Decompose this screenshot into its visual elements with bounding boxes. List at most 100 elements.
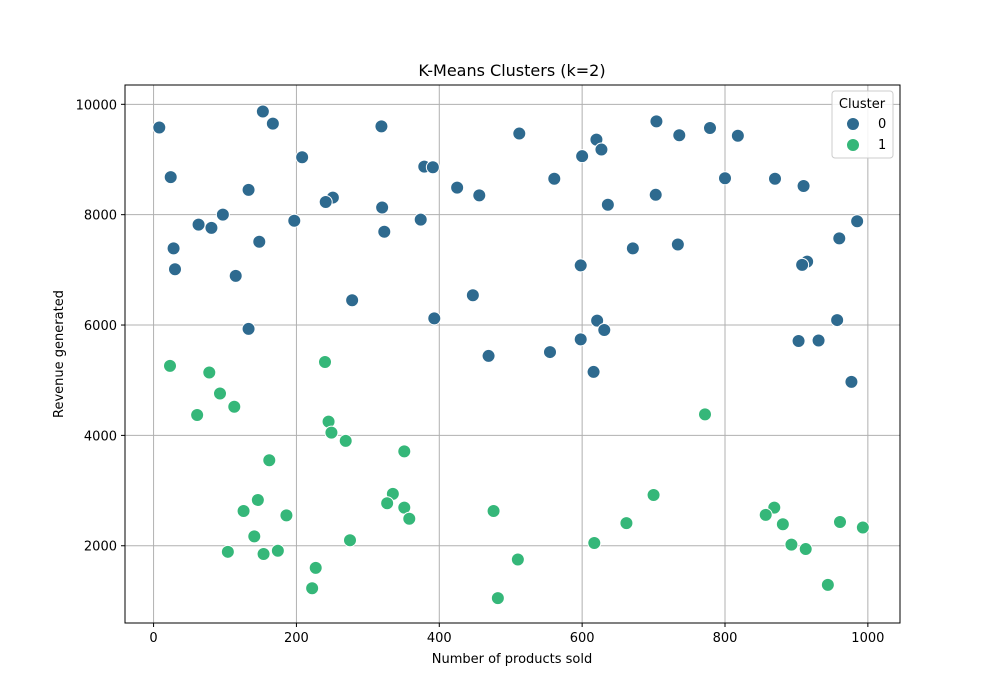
- cluster-0-point: [265, 116, 280, 131]
- cluster-0-point: [377, 224, 392, 239]
- cluster-0-point: [345, 293, 360, 308]
- cluster-1-point: [855, 520, 870, 535]
- cluster-1-point: [262, 453, 277, 468]
- axis-ticks: 0 200 400 600 800 1000 2000 4000 6000 8000 10000: [76, 98, 885, 646]
- cluster-0-point: [573, 258, 588, 273]
- y-tick-label: 6000: [84, 319, 117, 334]
- x-tick-label: 1000: [851, 631, 884, 646]
- cluster-0-point: [718, 171, 732, 186]
- cluster-0-point: [590, 313, 605, 328]
- x-tick-label: 0: [149, 631, 157, 646]
- cluster-0-point: [287, 213, 302, 228]
- x-axis-label: Number of products sold: [432, 652, 593, 667]
- cluster-0-point: [768, 171, 782, 186]
- legend-label-1: 1: [878, 138, 886, 153]
- x-tick-label: 600: [570, 631, 595, 646]
- cluster-1-point: [163, 358, 177, 373]
- cluster-0-point: [703, 121, 717, 136]
- cluster-0-point: [600, 197, 615, 212]
- y-tick-label: 4000: [84, 429, 117, 444]
- cluster-0-point: [625, 241, 640, 256]
- cluster-1-point: [202, 365, 217, 380]
- cluster-1-point: [256, 547, 271, 562]
- cluster-1-point: [587, 535, 602, 550]
- cluster-0-point: [594, 142, 609, 157]
- cluster-1-point: [784, 537, 799, 552]
- cluster-0-point: [413, 212, 428, 227]
- cluster-0-point: [374, 119, 389, 134]
- cluster-1-point: [227, 399, 242, 414]
- cluster-1-point: [397, 444, 412, 459]
- cluster-0-point: [215, 207, 230, 222]
- cluster-0-point: [450, 180, 465, 195]
- cluster-0-point: [811, 333, 826, 348]
- cluster-0-point: [168, 262, 182, 277]
- cluster-0-point: [649, 114, 664, 129]
- cluster-1-point: [798, 542, 813, 557]
- cluster-0-point: [670, 237, 685, 252]
- cluster-0-point: [465, 288, 480, 303]
- cluster-0-point: [575, 149, 590, 164]
- cluster-1-point: [490, 591, 505, 606]
- cluster-0-point: [481, 348, 496, 363]
- cluster-0-point: [163, 170, 178, 185]
- cluster-1-point: [250, 492, 265, 507]
- cluster-0-point: [730, 128, 745, 143]
- cluster-0-point: [850, 214, 865, 229]
- cluster-1-point: [646, 487, 661, 502]
- cluster-1-point: [402, 511, 417, 526]
- cluster-1-point: [619, 516, 634, 531]
- cluster-0-point: [318, 194, 333, 209]
- cluster-0-point: [573, 332, 588, 347]
- cluster-1-point: [833, 515, 847, 530]
- cluster-0-point: [547, 171, 562, 186]
- cluster-0-point: [597, 322, 612, 337]
- cluster-1-point: [758, 507, 773, 522]
- cluster-1-point: [318, 355, 332, 370]
- legend-title: Cluster: [839, 97, 886, 112]
- plot-frame: [124, 84, 901, 624]
- cluster-0-point: [844, 374, 859, 389]
- chart-title: K-Means Clusters (k=2): [418, 61, 605, 80]
- cluster-1-point: [213, 386, 227, 401]
- cluster-0-point: [166, 241, 181, 256]
- cluster-1-point: [510, 552, 525, 567]
- y-axis-label: Revenue generated: [52, 290, 67, 418]
- cluster-1-point: [775, 517, 790, 532]
- cluster-0-point: [586, 364, 601, 379]
- x-tick-label: 400: [427, 631, 452, 646]
- cluster-0-point: [241, 321, 256, 336]
- cluster-0-point: [255, 104, 270, 119]
- cluster-1-point: [236, 503, 251, 518]
- cluster-0-point: [295, 150, 310, 165]
- cluster-0-point: [425, 160, 440, 175]
- cluster-0-point: [648, 187, 663, 202]
- cluster-0-point: [796, 178, 811, 193]
- data-points: [152, 104, 870, 606]
- y-tick-label: 8000: [84, 209, 117, 224]
- y-tick-label: 2000: [84, 540, 117, 555]
- cluster-0-point: [791, 334, 806, 349]
- cluster-1-point: [308, 560, 323, 575]
- cluster-0-point: [427, 311, 442, 326]
- cluster-0-point: [252, 234, 267, 249]
- cluster-0-point: [832, 231, 847, 246]
- cluster-1-point: [338, 433, 353, 448]
- cluster-0-point: [152, 120, 167, 135]
- cluster-0-point: [472, 188, 487, 203]
- cluster-1-point: [343, 533, 357, 548]
- legend-label-0: 0: [878, 117, 886, 132]
- cluster-0-point: [191, 217, 206, 232]
- cluster-0-point: [228, 268, 243, 283]
- cluster-0-point: [543, 345, 557, 360]
- legend: Cluster 0 1: [831, 90, 894, 159]
- cluster-1-point: [486, 503, 501, 518]
- cluster-1-point: [380, 496, 395, 511]
- cluster-1-point: [324, 425, 339, 440]
- cluster-0-point: [375, 200, 390, 215]
- cluster-1-point: [247, 529, 262, 544]
- legend-marker-0: [846, 117, 860, 131]
- cluster-1-point: [190, 407, 205, 422]
- cluster-0-point: [204, 220, 219, 235]
